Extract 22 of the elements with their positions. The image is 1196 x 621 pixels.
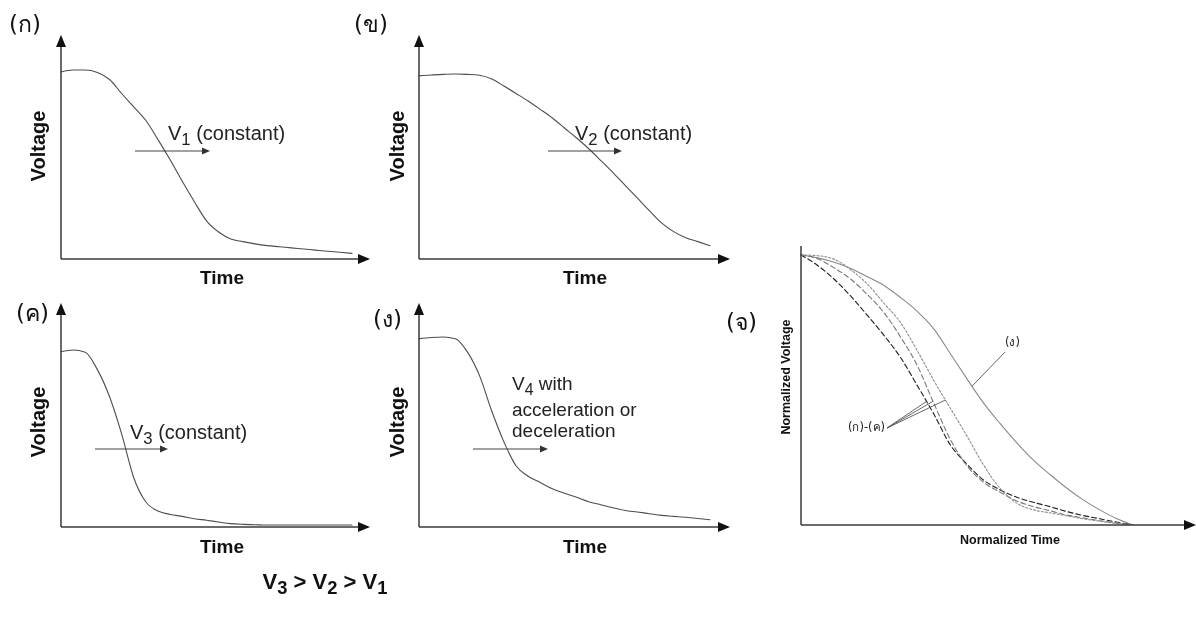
chart-title: (ข) — [354, 11, 388, 38]
x-axis-title: Time — [199, 266, 245, 289]
x-axis-title: Time — [199, 535, 245, 558]
chart-title: (ก) — [9, 11, 41, 38]
annotation: V$_{4}$ with acceleration or deceleration — [512, 373, 638, 442]
annotation: V$_{3}$ (constant) — [130, 421, 248, 449]
annotation: (ก)-(ค) — [848, 420, 886, 434]
text: V$_{3}$ > V$_{2}$ > V$_{1}$ — [262, 568, 388, 600]
chart-title: (ค) — [16, 300, 49, 327]
y-axis-title: Voltage — [27, 386, 49, 458]
x-axis-title: Time — [562, 266, 608, 289]
x-axis-title: Normalized Time — [960, 533, 1060, 548]
x-axis-title: Time — [562, 535, 608, 558]
chart-title: (ง) — [373, 306, 402, 333]
annotation: V$_{1}$ (constant) — [168, 122, 286, 150]
y-axis-title: Normalized Voltage — [779, 319, 794, 435]
annotation: V$_{2}$ (constant) — [575, 122, 693, 150]
y-axis-title: Voltage — [27, 110, 49, 182]
y-axis-title: Voltage — [386, 110, 408, 182]
y-axis-title: Voltage — [386, 386, 408, 458]
annotation: (ง) — [1005, 335, 1020, 349]
text: (จ) — [726, 309, 757, 336]
